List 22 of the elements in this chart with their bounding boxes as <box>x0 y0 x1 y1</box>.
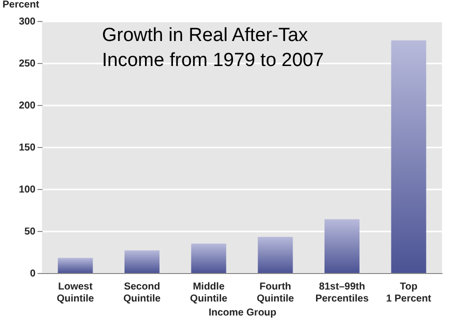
x-tick-label: Middle Quintile <box>190 282 228 304</box>
x-tick-label: Lowest Quintile <box>56 282 94 304</box>
bar <box>58 258 93 273</box>
x-tick-label: Second Quintile <box>123 282 162 304</box>
y-tick-label: 250 <box>18 58 36 70</box>
bar <box>191 244 226 273</box>
y-tick-label: 50 <box>24 226 36 238</box>
y-tick-label: 100 <box>18 184 36 196</box>
bar <box>391 40 426 273</box>
text: Growth in Real After-Tax Income from 1979 to 2007 <box>102 25 324 71</box>
x-tick-label: Fourth Quintile <box>256 282 294 304</box>
x-tick-label: Top 1 Percent <box>386 282 432 304</box>
y-tick-label: 150 <box>18 142 36 154</box>
x-axis-title: Income Group <box>208 308 276 318</box>
x-tick-label: 81st–99th Percentiles <box>315 282 370 304</box>
bar <box>324 219 360 273</box>
y-tick-label: 0 <box>30 268 36 280</box>
bar <box>124 250 160 273</box>
y-tick-label: 300 <box>18 16 36 28</box>
bar <box>258 236 293 273</box>
y-tick-label: 200 <box>18 100 36 112</box>
y-axis-title: Percent <box>2 0 40 10</box>
